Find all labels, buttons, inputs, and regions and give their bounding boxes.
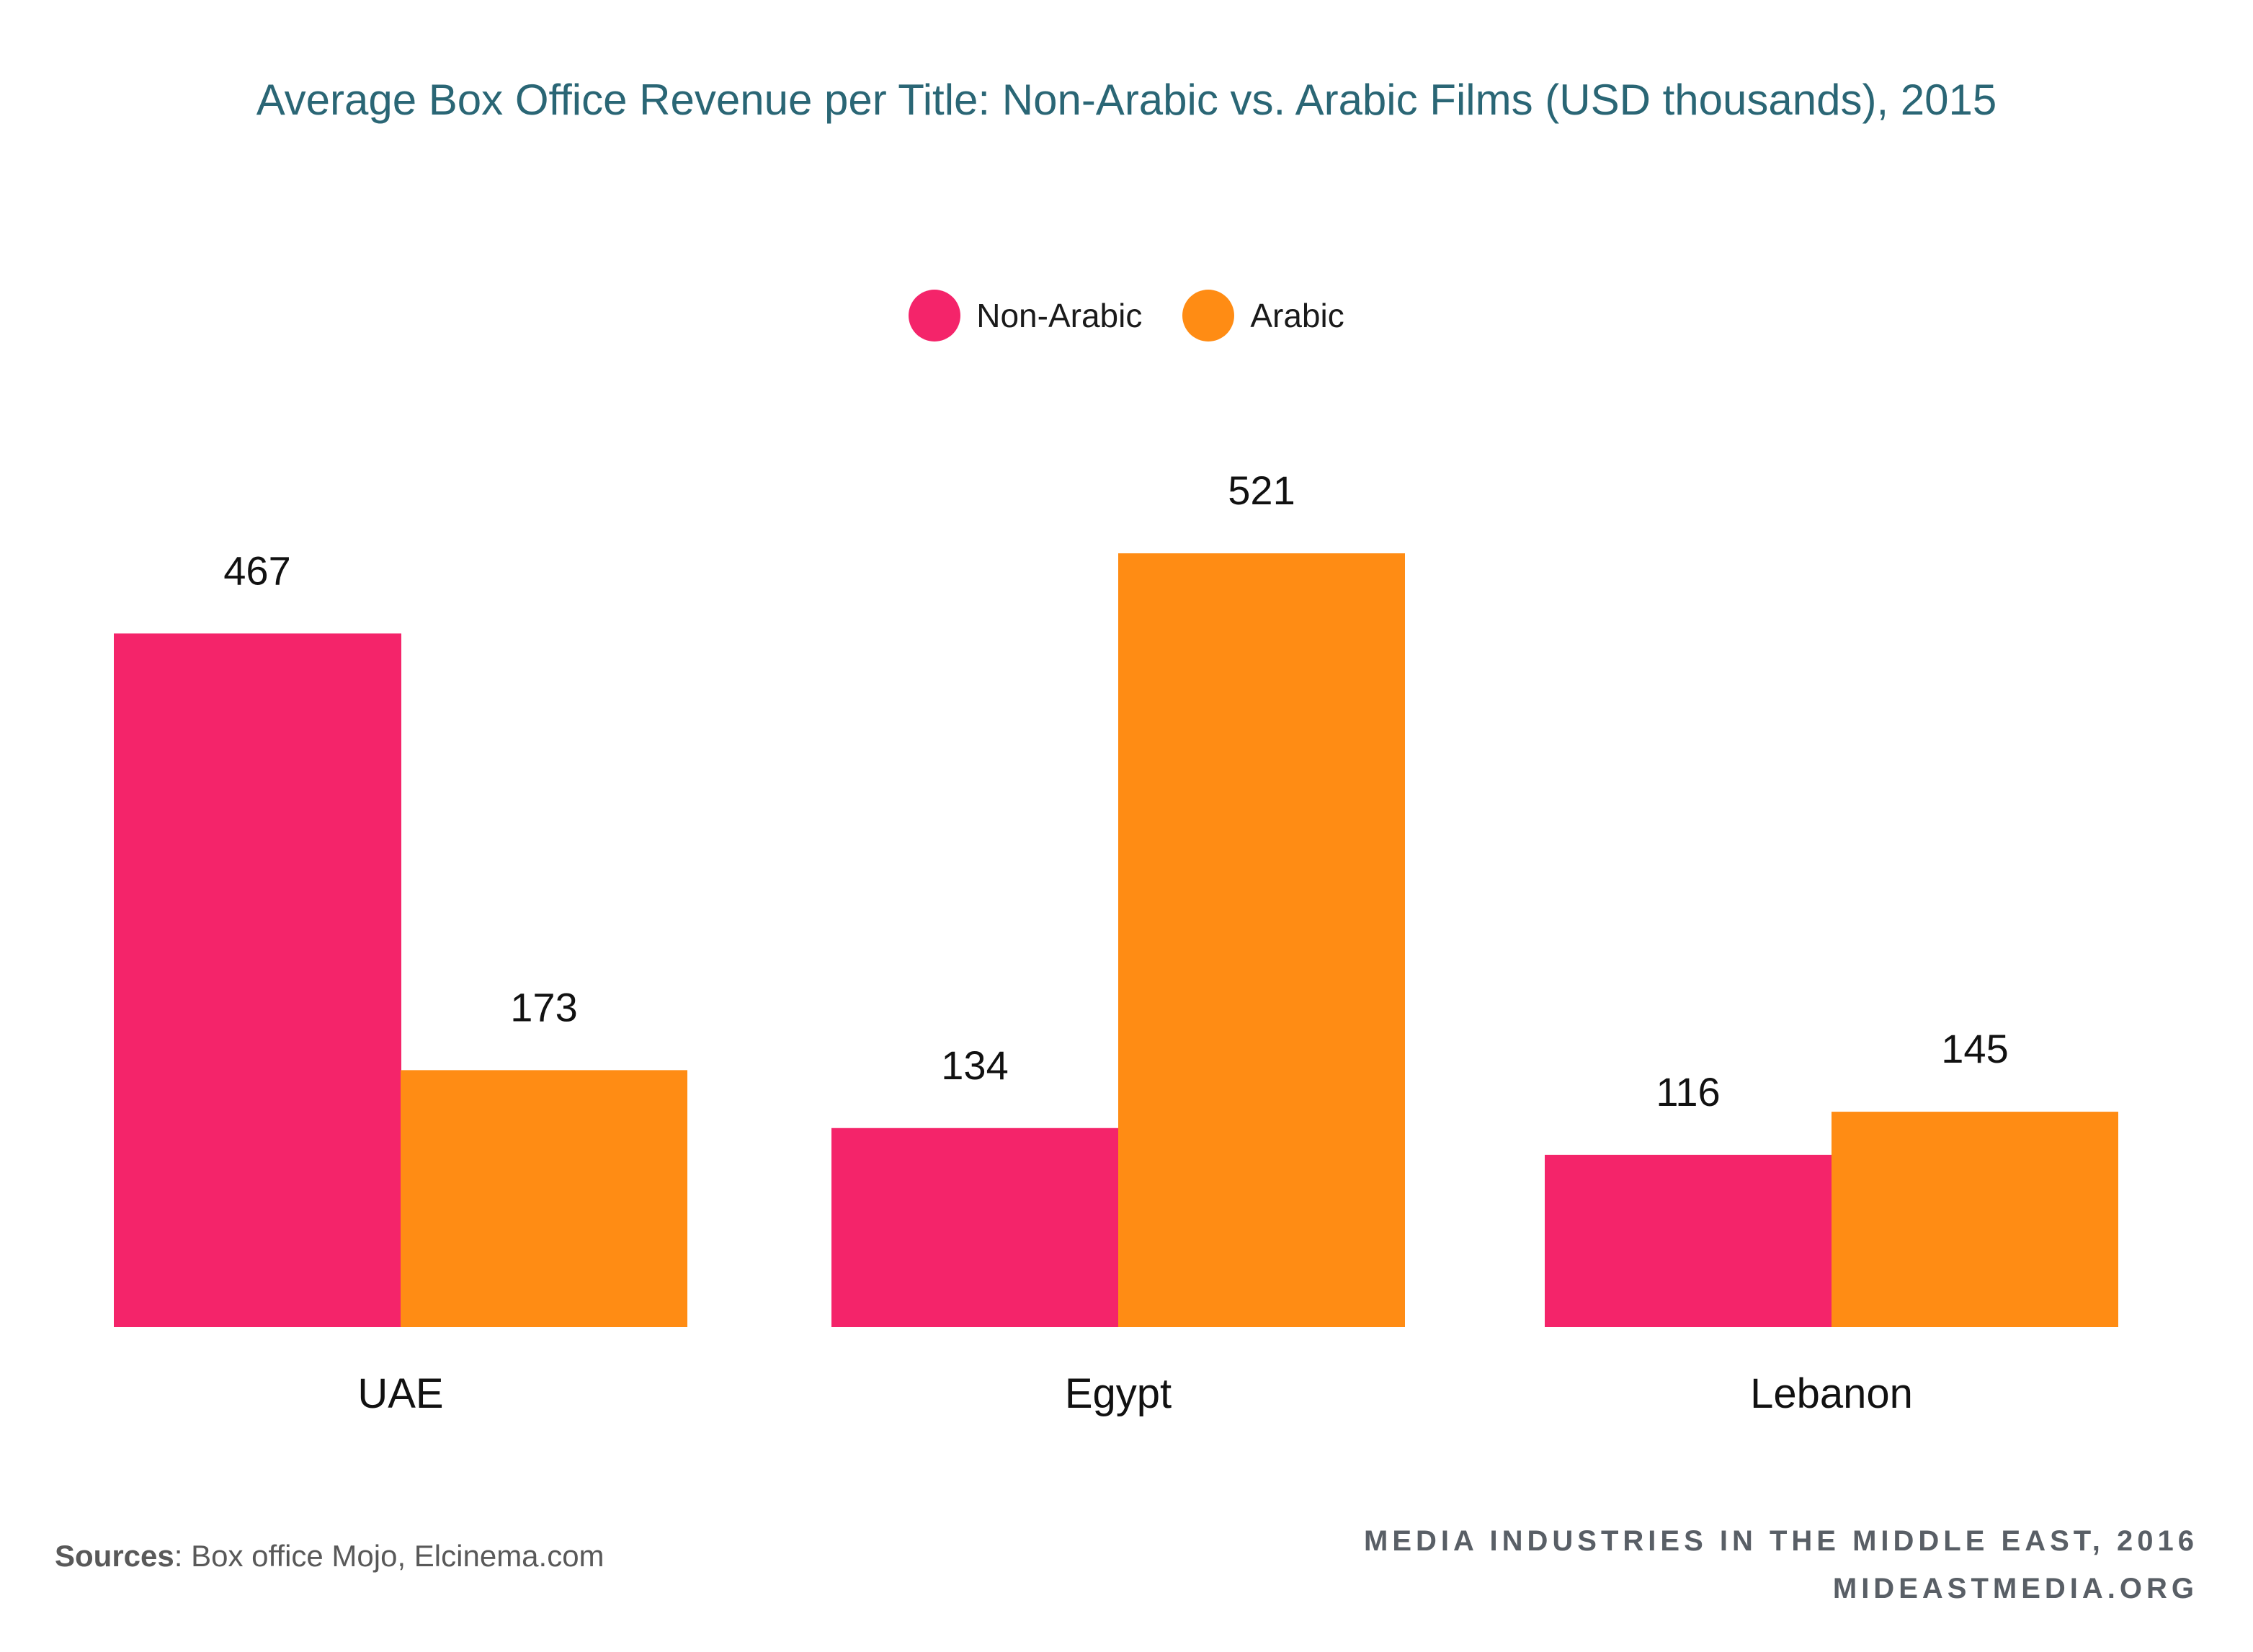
bar-lebanon-arabic: [1832, 1112, 2118, 1327]
publisher-line-1: MEDIA INDUSTRIES IN THE MIDDLE EAST, 201…: [1364, 1525, 2198, 1557]
source-label: Sources: [55, 1539, 174, 1573]
bar-uae-arabic: [401, 1070, 687, 1327]
chart-legend: Non-Arabic Arabic: [0, 290, 2253, 341]
data-label-uae-non-arabic: 467: [223, 548, 290, 593]
data-label-egypt-non-arabic: 134: [941, 1042, 1008, 1088]
source-text: : Box office Mojo, Elcinema.com: [174, 1539, 604, 1573]
chart-title: Average Box Office Revenue per Title: No…: [256, 76, 1997, 124]
bar-egypt-arabic: [1118, 553, 1405, 1327]
legend-swatch-arabic: [1182, 290, 1235, 341]
x-tick-label-lebanon: Lebanon: [1750, 1370, 1913, 1417]
source-note: Sources: Box office Mojo, Elcinema.com: [55, 1539, 604, 1573]
legend-label-arabic: Arabic: [1250, 297, 1344, 334]
x-tick-label-egypt: Egypt: [1065, 1370, 1172, 1417]
legend-label-non-arabic: Non-Arabic: [976, 297, 1143, 334]
bar-uae-non-arabic: [114, 633, 401, 1327]
legend-item-non-arabic: Non-Arabic: [909, 290, 1142, 341]
legend-item-arabic: Arabic: [1182, 290, 1344, 341]
data-label-lebanon-arabic: 145: [1941, 1026, 2008, 1071]
bar-lebanon-non-arabic: [1545, 1154, 1832, 1327]
x-tick-label-uae: UAE: [357, 1370, 443, 1417]
legend-swatch-non-arabic: [909, 290, 961, 341]
bar-egypt-non-arabic: [831, 1128, 1119, 1327]
data-label-egypt-arabic: 521: [1228, 468, 1295, 513]
publisher-credit: MEDIA INDUSTRIES IN THE MIDDLE EAST, 201…: [1364, 1517, 2198, 1612]
data-label-uae-arabic: 173: [510, 984, 577, 1030]
data-label-lebanon-non-arabic: 116: [1656, 1069, 1720, 1115]
publisher-line-2: MIDEASTMEDIA.ORG: [1832, 1573, 2198, 1604]
